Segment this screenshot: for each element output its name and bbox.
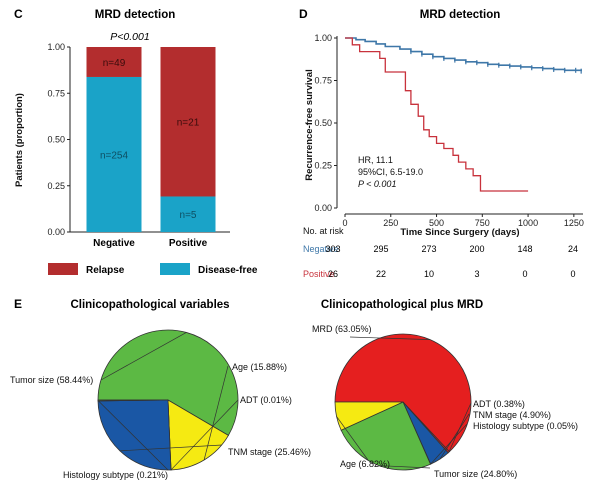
pie-slice-label: MRD (63.05%): [312, 324, 372, 334]
pie-leader-line: [349, 336, 431, 340]
risk-count: 22: [376, 269, 386, 279]
risk-count: 273: [421, 244, 436, 254]
pie-slice-label: ADT (0.38%): [473, 399, 525, 409]
panel-c-y-tick-label: 0.25: [47, 181, 65, 191]
panel-d-x-tick-label: 1250: [564, 218, 584, 228]
panel-c-ylabel: Patients (proportion): [14, 93, 25, 187]
panel-c-y-tick-label: 1.00: [47, 42, 65, 52]
panel-d-hr: HR, 11.1: [358, 155, 393, 165]
pie-slice-label: TNM stage (25.46%): [228, 447, 311, 457]
legend-label: Relapse: [86, 265, 125, 276]
panel-c-title: MRD detection: [95, 9, 176, 21]
x-category-label: Positive: [169, 238, 208, 249]
panel-c-pvalue: P<0.001: [110, 31, 149, 43]
panel-d-y-tick-label: 0.25: [314, 161, 332, 171]
km-curve-positive: [345, 37, 529, 192]
panel-d-y-tick-label: 0.75: [314, 76, 332, 86]
panel-d-x-tick-label: 750: [475, 218, 490, 228]
legend-swatch: [48, 263, 78, 275]
panel-d-ci: 95%CI, 6.5-19.0: [358, 167, 423, 177]
pie-slice-label: Age (6.82%): [340, 459, 390, 469]
risk-count: 303: [325, 244, 340, 254]
pie-slice-label: TNM stage (4.90%): [473, 410, 551, 420]
panel-d-y-tick-label: 1.00: [314, 33, 332, 43]
risk-table-header: No. at risk: [303, 226, 344, 236]
risk-count: 148: [517, 244, 532, 254]
risk-row-name: Negative: [303, 244, 339, 254]
panel-d-x-tick-label: 250: [383, 218, 398, 228]
bar-data-label: n=254: [100, 150, 129, 161]
pie-leader-line: [336, 416, 369, 461]
risk-count: 295: [373, 244, 388, 254]
risk-row-name: Positive: [303, 269, 335, 279]
panel-d-x-tick-label: 1000: [518, 218, 538, 228]
pie-leader-line: [203, 365, 229, 461]
bar-segment: [160, 196, 216, 232]
pie-slice-label: Tumor size (58.44%): [10, 375, 93, 385]
pie-slice-label: Tumor size (24.80%): [434, 469, 517, 479]
pie-leader-line: [100, 332, 187, 381]
pie-slice-label: Histology subtype (0.05%): [473, 421, 578, 431]
risk-count: 24: [568, 244, 578, 254]
risk-count: 0: [570, 269, 575, 279]
panel-d-y-tick-label: 0.50: [314, 118, 332, 128]
legend-label: Disease-free: [198, 265, 258, 276]
panel-d-title: MRD detection: [420, 9, 501, 21]
pie-leader-line: [378, 465, 431, 469]
risk-count: 0: [522, 269, 527, 279]
x-category-label: Negative: [93, 238, 135, 249]
legend-swatch: [160, 263, 190, 275]
risk-count: 3: [474, 269, 479, 279]
pie1-title: Clinicopathological variables: [70, 299, 229, 311]
pie-slice: [334, 333, 472, 453]
panel-d-x-tick-label: 500: [429, 218, 444, 228]
panel-d-km-chart: MRD detection Recurrence-free survival T…: [303, 9, 584, 279]
panel-c-y-tick-label: 0.50: [47, 135, 65, 145]
pie-leader-line: [170, 399, 239, 471]
risk-count: 26: [328, 269, 338, 279]
bar-data-label: n=5: [180, 210, 197, 221]
risk-count: 10: [424, 269, 434, 279]
panel-label-d: D: [299, 7, 308, 21]
panel-d-y-tick-label: 0.00: [314, 203, 332, 213]
bar-segment: [160, 47, 216, 197]
pie-slice: [97, 399, 172, 471]
pie-leader-line: [430, 423, 468, 465]
pie-slice-label: ADT (0.01%): [240, 395, 292, 405]
pie-slice-label: Age (15.88%): [232, 362, 287, 372]
bar-data-label: n=21: [177, 118, 200, 129]
panel-d-x-tick-label: 0: [342, 218, 347, 228]
pie-slice-label: Histology subtype (0.21%): [63, 470, 168, 480]
bar-segment: [86, 76, 142, 232]
panel-c-y-tick-label: 0.00: [47, 227, 65, 237]
panel-d-xlabel: Time Since Surgery (days): [400, 227, 519, 238]
bar-segment: [86, 47, 142, 77]
pie-slice: [340, 401, 432, 471]
panel-c-bar-chart: MRD detection P<0.001 Patients (proporti…: [14, 9, 258, 276]
pie-leader-line: [97, 400, 169, 471]
panel-d-ylabel: Recurrence-free survival: [304, 69, 315, 180]
pie-leader-line: [439, 413, 470, 460]
pie-leader-line: [119, 444, 223, 452]
pie2-title: Clinicopathological plus MRD: [321, 299, 483, 311]
panel-c-y-tick-label: 0.75: [47, 88, 65, 98]
panel-e-pie-charts: Clinicopathological variables Clinicopat…: [10, 299, 578, 480]
bar-data-label: n=49: [103, 58, 126, 69]
risk-count: 200: [469, 244, 484, 254]
panel-d-pvalue: P < 0.001: [358, 179, 396, 189]
panel-label-c: C: [14, 7, 23, 21]
panel-label-e: E: [14, 297, 22, 311]
